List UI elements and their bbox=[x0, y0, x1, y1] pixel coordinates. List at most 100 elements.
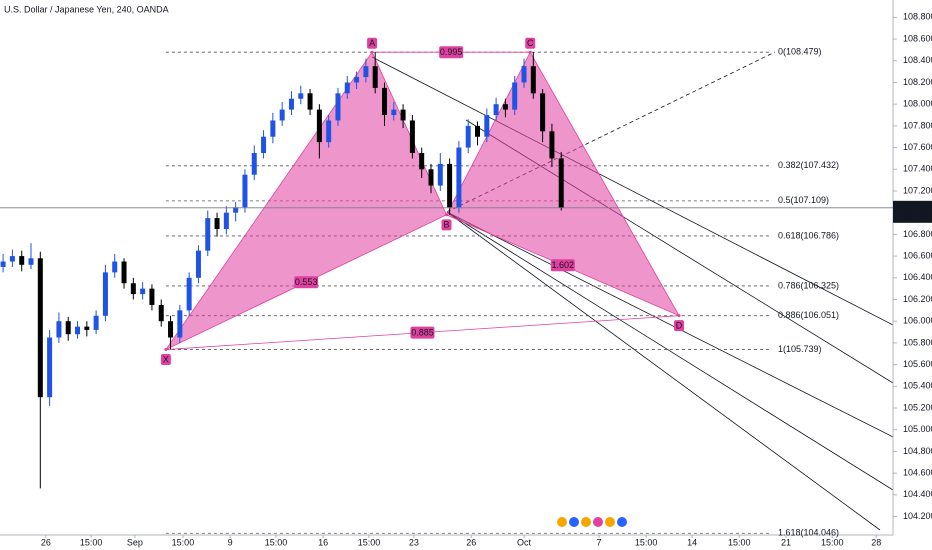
y-tick-label: 105.200 bbox=[903, 402, 932, 412]
candle-body bbox=[261, 136, 267, 154]
candle-body bbox=[75, 326, 81, 335]
candle-body bbox=[381, 87, 387, 116]
candle-body bbox=[363, 66, 369, 78]
candle-body bbox=[19, 256, 25, 265]
candle-body bbox=[540, 93, 546, 132]
candle-body bbox=[279, 109, 285, 121]
candle-body bbox=[177, 310, 183, 338]
candle-body bbox=[112, 261, 118, 273]
fork-line bbox=[446, 211, 894, 491]
x-tick-label: 14 bbox=[687, 537, 697, 547]
candle-body bbox=[502, 104, 508, 110]
candle-body bbox=[37, 258, 43, 398]
candle-body bbox=[391, 109, 397, 116]
x-tick-label: 26 bbox=[41, 537, 51, 547]
candle-body bbox=[130, 283, 136, 295]
x-tick-label: Sep bbox=[127, 537, 143, 547]
point-badge bbox=[525, 37, 536, 49]
pattern-point bbox=[370, 50, 374, 54]
y-tick-label: 106.200 bbox=[903, 294, 932, 304]
candle-body bbox=[251, 153, 257, 175]
candle-body bbox=[102, 272, 108, 316]
candle-body bbox=[465, 125, 471, 148]
candle-body bbox=[223, 212, 229, 229]
x-tick-label: 15:00 bbox=[821, 537, 844, 547]
candle-body bbox=[84, 326, 90, 330]
candle-body bbox=[158, 304, 164, 322]
y-tick-label: 106.600 bbox=[903, 250, 932, 260]
y-tick-label: 107.800 bbox=[903, 120, 932, 130]
candle-body bbox=[549, 131, 555, 159]
point-badge bbox=[441, 219, 452, 231]
x-tick-label: Oct bbox=[517, 537, 532, 547]
candle-body bbox=[344, 82, 350, 94]
candle-body bbox=[214, 218, 220, 229]
candle-body bbox=[65, 321, 71, 335]
candle-body bbox=[121, 261, 127, 284]
event-icon bbox=[581, 517, 591, 527]
x-tick-label: 23 bbox=[409, 537, 419, 547]
candle-body bbox=[47, 337, 53, 398]
ratio-label: 1.602 bbox=[552, 260, 575, 270]
y-tick-label: 105.000 bbox=[903, 424, 932, 434]
point-badge bbox=[160, 354, 171, 366]
event-icon bbox=[605, 517, 615, 527]
fib-label: 0.5(107.109) bbox=[778, 195, 829, 205]
y-tick-label: 108.600 bbox=[903, 33, 932, 43]
point-badge bbox=[367, 37, 378, 49]
ratio-label: 0.553 bbox=[295, 277, 318, 287]
pattern-point bbox=[164, 348, 168, 352]
candle-body bbox=[9, 256, 15, 262]
candle-body bbox=[298, 93, 304, 99]
pattern-point bbox=[677, 314, 681, 318]
x-tick-label: 21 bbox=[781, 537, 791, 547]
y-tick-label: 105.400 bbox=[903, 381, 932, 391]
y-tick-label: 108.400 bbox=[903, 55, 932, 65]
candle-body bbox=[428, 169, 434, 186]
candle-body bbox=[242, 174, 248, 208]
candle-body bbox=[326, 120, 332, 143]
point-label: D bbox=[676, 321, 683, 331]
y-tick-label: 106.000 bbox=[903, 316, 932, 326]
candle-body bbox=[400, 109, 406, 121]
ratio-badge bbox=[439, 46, 464, 59]
candle-body bbox=[28, 258, 34, 265]
event-icon bbox=[569, 517, 579, 527]
y-tick-label: 107.200 bbox=[903, 185, 932, 195]
candle-body bbox=[233, 207, 239, 213]
ratio-badge bbox=[550, 259, 575, 272]
x-tick-label: 15:00 bbox=[265, 537, 288, 547]
y-tick-label: 104.200 bbox=[903, 511, 932, 521]
fork-line bbox=[371, 56, 894, 326]
candle-body bbox=[168, 321, 174, 338]
x-tick-label: 26 bbox=[466, 537, 476, 547]
fork-line bbox=[446, 211, 894, 438]
fib-label: 0(108.479) bbox=[778, 47, 822, 57]
event-icon bbox=[557, 517, 567, 527]
candle-body bbox=[0, 261, 6, 267]
y-tick-label: 107.400 bbox=[903, 164, 932, 174]
candle-body bbox=[335, 93, 341, 121]
candle-body bbox=[149, 288, 155, 305]
y-tick-label: 108.000 bbox=[903, 99, 932, 109]
y-tick-label: 105.600 bbox=[903, 359, 932, 369]
x-tick-label: 15:00 bbox=[172, 537, 195, 547]
candle-body bbox=[512, 82, 518, 110]
point-label: A bbox=[369, 38, 375, 48]
event-icon bbox=[617, 517, 627, 527]
event-icons bbox=[557, 517, 627, 527]
y-tick-label: 104.400 bbox=[903, 489, 932, 499]
ratio-label: 0.995 bbox=[440, 47, 463, 57]
candle-body bbox=[437, 163, 443, 186]
y-tick-label: 104.800 bbox=[903, 446, 932, 456]
candle-body bbox=[205, 218, 211, 251]
candle-body bbox=[530, 66, 536, 94]
candle-body bbox=[419, 153, 425, 170]
candle-body bbox=[372, 66, 378, 88]
point-label: B bbox=[443, 220, 449, 230]
fib-label: 0.886(106.051) bbox=[778, 310, 839, 320]
event-icon bbox=[593, 517, 603, 527]
current-price-label: 107.045 bbox=[898, 202, 931, 212]
